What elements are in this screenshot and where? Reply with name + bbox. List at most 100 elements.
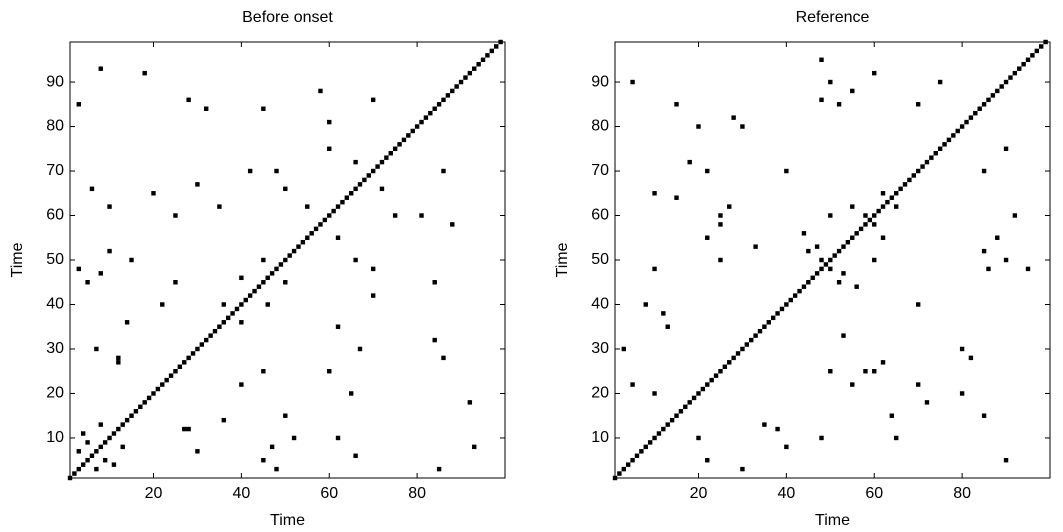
recurrence-point [146, 395, 152, 401]
chart-title: Before onset [242, 9, 333, 26]
recurrence-point [872, 213, 877, 218]
x-tick-label: 80 [408, 485, 426, 502]
recurrence-point [107, 435, 112, 441]
recurrence-point [643, 302, 648, 307]
recurrence-point [894, 204, 899, 209]
recurrence-point [665, 324, 670, 329]
recurrence-point [204, 337, 209, 343]
recurrence-point [392, 213, 398, 218]
recurrence-point [142, 70, 147, 76]
recurrence-point [190, 351, 196, 356]
recurrence-point [894, 191, 899, 196]
recurrence-point [265, 302, 270, 307]
recurrence-point [1034, 48, 1040, 54]
recurrence-point [454, 84, 459, 89]
recurrence-point [894, 435, 899, 441]
recurrence-point [727, 360, 732, 365]
recurrence-point [643, 444, 648, 450]
y-tick-label: 60 [591, 207, 609, 224]
recurrence-point [885, 199, 890, 205]
recurrence-point [494, 44, 499, 49]
recurrence-point [775, 311, 780, 316]
recurrence-point [85, 280, 90, 285]
recurrence-point [617, 471, 622, 476]
recurrence-point [911, 173, 916, 178]
recurrence-point [762, 324, 767, 329]
recurrence-point [986, 266, 991, 272]
recurrence-point [705, 457, 710, 463]
recurrence-point [173, 369, 178, 374]
recurrence-point [634, 453, 640, 458]
recurrence-point [195, 449, 200, 454]
recurrence-point [291, 248, 297, 254]
y-tick-label: 60 [46, 207, 64, 224]
recurrence-point [313, 226, 319, 232]
recurrence-point [102, 457, 108, 463]
recurrence-point [955, 128, 960, 134]
recurrence-point [674, 195, 679, 200]
y-axis-label: Time [554, 242, 571, 277]
recurrence-point [836, 248, 842, 254]
recurrence-point [718, 369, 723, 374]
recurrence-point [863, 369, 868, 374]
recurrence-point [340, 199, 345, 205]
recurrence-point [428, 110, 433, 116]
recurrence-point [836, 280, 842, 285]
recurrence-point [907, 177, 912, 183]
recurrence-point [691, 395, 697, 401]
recurrence-point [639, 449, 644, 454]
recurrence-point [740, 346, 745, 352]
recurrence-point [828, 369, 833, 374]
recurrence-point [436, 102, 442, 107]
recurrence-point [977, 106, 982, 111]
y-tick-label: 70 [46, 162, 64, 179]
recurrence-point [757, 328, 763, 334]
recurrence-point [762, 422, 767, 427]
recurrence-point [265, 275, 270, 281]
recurrence-point [806, 248, 811, 254]
recurrence-point [964, 119, 969, 125]
recurrence-point [392, 146, 398, 151]
recurrence-point [287, 253, 292, 258]
recurrence-point [959, 124, 965, 129]
recurrence-point [819, 57, 824, 63]
recurrence-point [269, 444, 275, 450]
recurrence-point [436, 466, 442, 472]
recurrence-point [647, 440, 653, 445]
recurrence-point [375, 164, 380, 169]
recurrence-point [753, 333, 758, 338]
recurrence-point [621, 346, 626, 352]
recurrence-point [261, 369, 266, 374]
recurrence-point [327, 146, 332, 151]
recurrence-point [1003, 457, 1009, 463]
recurrence-point [968, 355, 974, 361]
recurrence-point [920, 164, 925, 169]
recurrence-point [261, 280, 266, 285]
recurrence-point [775, 426, 780, 432]
recurrence-point [230, 311, 235, 316]
recurrence-point [186, 426, 191, 432]
recurrence-point [151, 191, 156, 196]
recurrence-point [872, 222, 877, 227]
recurrence-point [155, 386, 161, 392]
recurrence-point [687, 400, 692, 405]
recurrence-point [261, 257, 266, 263]
y-tick-label: 40 [591, 296, 609, 313]
recurrence-point [819, 257, 824, 263]
recurrence-point [788, 297, 793, 303]
recurrence-point [709, 377, 714, 383]
x-tick-label: 20 [690, 485, 708, 502]
recurrence-point [674, 413, 679, 418]
recurrence-point [981, 248, 987, 254]
recurrence-point [274, 168, 279, 174]
recurrence-point [696, 391, 701, 396]
recurrence-point [247, 168, 253, 174]
recurrence-point [850, 204, 855, 209]
recurrence-point [828, 79, 833, 85]
recurrence-point [1003, 146, 1009, 151]
recurrence-point [138, 404, 143, 410]
recurrence-point [432, 337, 437, 343]
recurrence-point [915, 102, 921, 107]
recurrence-point [810, 275, 815, 281]
recurrence-point [349, 191, 354, 196]
